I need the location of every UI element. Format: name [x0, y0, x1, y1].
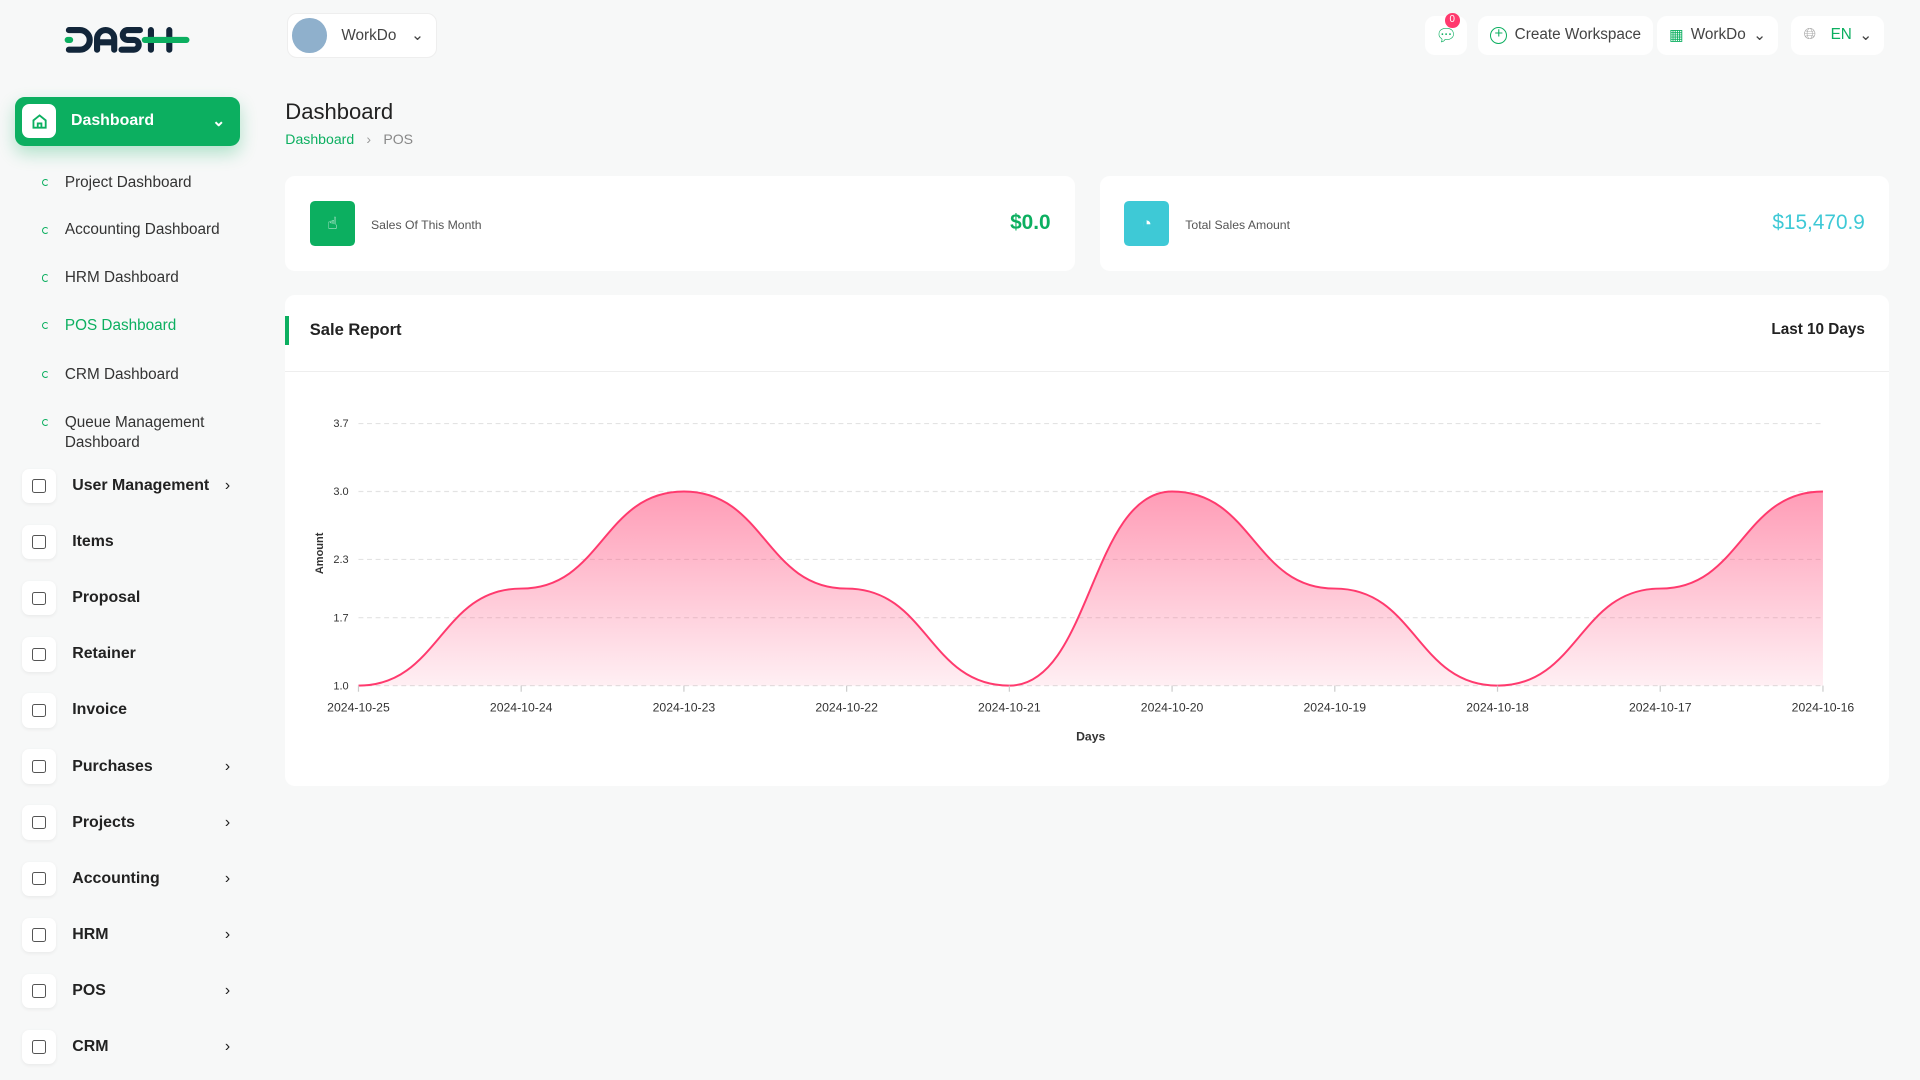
sidebar-item[interactable]: Invoice: [22, 692, 230, 729]
area-fill: [358, 491, 1824, 686]
dots-grid-icon: [22, 973, 57, 1008]
cart-icon: [22, 525, 57, 560]
y-tick-label: 3.7: [334, 418, 349, 430]
page-title: Dashboard: [285, 99, 394, 125]
language-selector[interactable]: 🌐︎ EN ⌄: [1791, 15, 1885, 56]
hand-pointer-icon: ☝︎: [309, 200, 356, 247]
sidebar-subitem[interactable]: Project Dashboard: [41, 173, 224, 194]
sidebar: Dashboard ⌄ Project Dashboard Accounting …: [0, 0, 257, 1080]
sale-report-card: Sale Report Last 10 Days 1.0 1.7 2.3 3.0 3.7…: [285, 295, 1890, 787]
sidebar-item[interactable]: CRM ›: [22, 1029, 230, 1066]
chevron-right-icon: ›: [224, 477, 231, 495]
sidebar-subitem[interactable]: Queue Management Dashboard: [41, 413, 224, 455]
y-axis-label: Amount: [314, 532, 326, 574]
y-tick-label: 1.7: [334, 612, 349, 624]
users-icon: [22, 468, 57, 504]
chevron-right-icon: ›: [224, 869, 231, 887]
sale-report-chart: 1.0 1.7 2.3 3.0 3.7 2024-10-25 2024-10-24 2024-…: [314, 418, 1855, 744]
bullet-icon: [41, 418, 49, 427]
bullet-icon: [41, 226, 49, 234]
create-workspace-button[interactable]: + Create Workspace: [1477, 15, 1654, 56]
sidebar-subitem[interactable]: HRM Dashboard: [41, 268, 224, 289]
grid-plus-icon: [22, 861, 57, 896]
chevron-down-icon: ⌄: [211, 113, 226, 131]
workspace-selector[interactable]: WorkDo ⌄: [286, 13, 438, 58]
chevron-right-icon: ›: [224, 1037, 231, 1055]
chevron-down-icon: ⌄: [411, 27, 424, 44]
stat-card-sales-month: ☝︎ Sales Of This Month $0.0: [285, 176, 1076, 271]
x-tick-label: 2024-10-18: [1467, 700, 1530, 714]
chevron-right-icon: ›: [224, 757, 231, 775]
apps-icon: ▦: [1668, 26, 1684, 44]
sidebar-item[interactable]: Proposal: [22, 580, 230, 617]
chevron-down-icon: ⌄: [1753, 26, 1766, 44]
bullet-icon: [41, 371, 49, 379]
x-tick-label: 2024-10-24: [490, 700, 553, 714]
proposal-icon: [22, 581, 57, 616]
x-tick-label: 2024-10-25: [327, 700, 390, 714]
breadcrumb-current: POS: [383, 131, 414, 148]
y-tick-label: 3.0: [334, 486, 349, 498]
sidebar-subitem[interactable]: POS Dashboard: [41, 316, 224, 337]
home-icon: [22, 104, 57, 139]
x-tick-label: 2024-10-22: [816, 700, 879, 714]
chevron-right-icon: ›: [224, 813, 231, 831]
sidebar-subitem[interactable]: CRM Dashboard: [41, 365, 224, 386]
check-square-icon: [22, 805, 57, 840]
app-switcher[interactable]: ▦ WorkDo ⌄: [1656, 15, 1779, 56]
invoice-icon: [22, 693, 57, 728]
sidebar-item[interactable]: User Management ›: [22, 468, 230, 505]
sidebar-item[interactable]: Projects ›: [22, 804, 230, 841]
x-axis-label: Days: [1076, 730, 1105, 744]
stat-card-total-sales: ◔ Total Sales Amount $15,470.9: [1099, 176, 1890, 271]
sidebar-item[interactable]: Accounting ›: [22, 860, 230, 897]
bullet-icon: [41, 322, 49, 330]
sidebar-item[interactable]: POS ›: [22, 972, 230, 1009]
range-label: Last 10 Days: [1771, 320, 1865, 338]
x-tick-label: 2024-10-16: [1792, 700, 1855, 714]
sidebar-subitem[interactable]: Accounting Dashboard: [41, 220, 224, 241]
workspace-avatar: [292, 18, 327, 53]
x-tick-label: 2024-10-23: [653, 700, 716, 714]
bullet-icon: [41, 274, 49, 282]
sidebar-item[interactable]: Purchases ›: [22, 748, 230, 785]
messages-button[interactable]: 💬︎ 0: [1425, 13, 1467, 56]
breadcrumb-link[interactable]: Dashboard: [285, 131, 355, 148]
plus-circle-icon: +: [1490, 27, 1508, 45]
chevron-down-icon: ⌄: [1859, 26, 1873, 44]
breadcrumb: Dashboard › POS: [285, 131, 414, 148]
retainer-icon: [22, 637, 57, 672]
chevron-right-icon: ›: [224, 981, 231, 999]
chevron-right-icon: ›: [224, 925, 231, 943]
layers-icon: [22, 1029, 57, 1065]
x-tick-label: 2024-10-20: [1141, 700, 1204, 714]
sidebar-item[interactable]: HRM ›: [22, 916, 230, 953]
hrm-icon: [22, 917, 57, 952]
x-tick-label: 2024-10-19: [1304, 700, 1367, 714]
x-tick-label: 2024-10-17: [1629, 700, 1692, 714]
x-tick-label: 2024-10-21: [978, 700, 1041, 714]
sidebar-item-dashboard[interactable]: Dashboard ⌄: [14, 96, 240, 146]
sidebar-item[interactable]: Items: [22, 524, 230, 561]
pie-chart-icon: ◔: [1124, 200, 1170, 247]
y-tick-label: 2.3: [334, 554, 349, 566]
card-title: Sale Report: [309, 319, 402, 339]
series-line: [358, 490, 1824, 687]
globe-icon: 🌐︎: [1803, 26, 1816, 44]
cart-icon: [22, 749, 57, 784]
chat-icon: 💬︎: [1435, 24, 1457, 45]
notification-badge: 0: [1444, 13, 1460, 29]
y-tick-label: 1.0: [334, 680, 349, 692]
bullet-icon: [41, 178, 49, 187]
sidebar-item[interactable]: Retainer: [22, 636, 230, 673]
dash-logo: [64, 27, 190, 54]
